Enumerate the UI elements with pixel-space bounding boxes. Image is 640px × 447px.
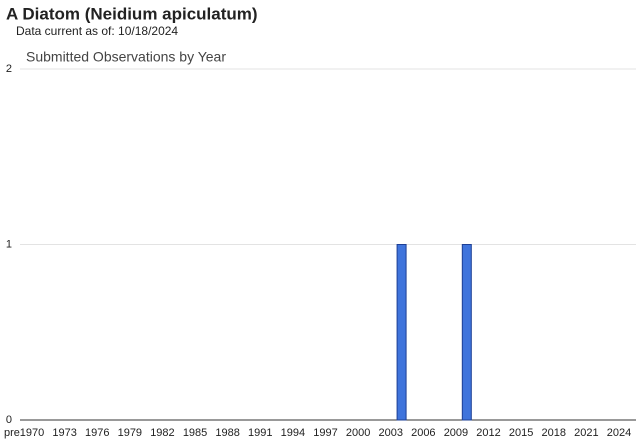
x-tick-label: 2021 [574,427,598,439]
x-tick-label: 2003 [378,427,402,439]
page-title: A Diatom (Neidium apiculatum) [6,4,258,23]
y-tick-label: 0 [6,414,12,426]
x-tick-label: 1982 [150,427,174,439]
y-tick-label: 2 [6,63,12,75]
x-tick-label: 1970 [20,427,44,439]
chart-title: Submitted Observations by Year [26,49,226,65]
x-tick-label: pre [4,427,20,439]
y-tick-label: 1 [6,238,12,250]
x-tick-label: 2006 [411,427,435,439]
bar [396,244,407,421]
x-tick-label: 1979 [118,427,142,439]
x-tick-label: 1985 [183,427,207,439]
page-subtitle: Data current as of: 10/18/2024 [16,24,178,38]
bar [461,244,472,421]
x-tick-label: 1973 [52,427,76,439]
x-tick-label: 2018 [542,427,566,439]
x-tick-label: 2015 [509,427,533,439]
x-tick-label: 2000 [346,427,370,439]
x-tick-label: 1991 [248,427,272,439]
x-tick-label: 2009 [444,427,468,439]
x-tick-label: 2012 [476,427,500,439]
x-tick-label: 2024 [607,427,631,439]
x-tick-label: 1988 [215,427,239,439]
x-tick-label: 1994 [281,427,305,439]
x-tick-label: 1997 [313,427,337,439]
x-tick-label: 1976 [85,427,109,439]
